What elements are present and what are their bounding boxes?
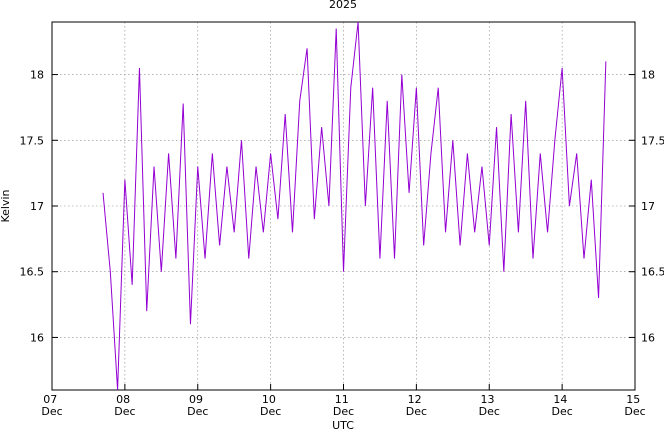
x-tick-label: 13 Dec — [479, 393, 500, 418]
plot-border — [51, 21, 636, 391]
y2-tick-label: 17 — [641, 200, 655, 213]
y2-tick-label: 18 — [641, 69, 655, 82]
x-tick-label: 07 Dec — [41, 393, 62, 418]
y-tick-label: 18 — [30, 69, 44, 82]
y-tick-label: 16 — [30, 331, 44, 344]
y-tick-label: 17 — [30, 200, 44, 213]
x-tick-label: 12 Dec — [406, 393, 427, 418]
data-line — [102, 21, 607, 391]
x-tick-label: 15 Dec — [624, 393, 645, 418]
chart-title: 2025 — [329, 0, 357, 11]
x-tick-label: 08 Dec — [114, 393, 135, 418]
x-tick-label: 11 Dec — [333, 393, 354, 418]
x-tick-label: 10 Dec — [260, 393, 281, 418]
y-tick-label: 16.5 — [20, 266, 45, 279]
y-tick-label: 17.5 — [20, 134, 45, 147]
y-axis-label: Kelvin — [0, 189, 12, 222]
x-tick-label: 14 Dec — [551, 393, 572, 418]
y2-tick-label: 17.5 — [641, 134, 664, 147]
x-axis-label: UTC — [332, 419, 354, 432]
y2-tick-label: 16.5 — [641, 266, 664, 279]
y2-tick-label: 16 — [641, 331, 655, 344]
x-tick-label: 09 Dec — [187, 393, 208, 418]
